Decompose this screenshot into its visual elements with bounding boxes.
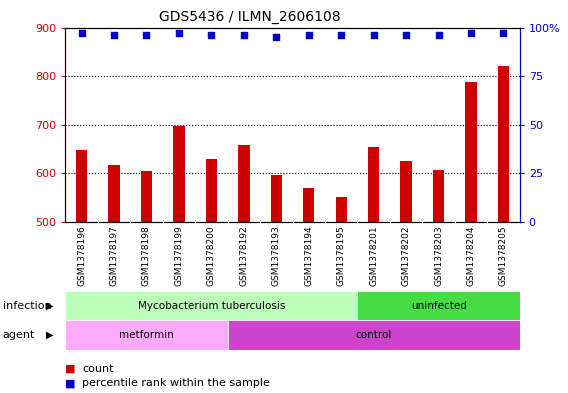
Text: percentile rank within the sample: percentile rank within the sample	[82, 378, 270, 388]
Point	[499, 30, 508, 37]
Text: control: control	[356, 330, 392, 340]
Text: GSM1378196: GSM1378196	[77, 226, 86, 286]
Text: GSM1378204: GSM1378204	[466, 226, 475, 286]
Text: GSM1378200: GSM1378200	[207, 226, 216, 286]
Bar	[303, 188, 315, 222]
Text: GSM1378202: GSM1378202	[402, 226, 411, 286]
Text: ▶: ▶	[47, 330, 54, 340]
Point	[466, 30, 475, 37]
Text: uninfected: uninfected	[411, 301, 466, 310]
Point	[369, 32, 378, 39]
Point	[142, 32, 151, 39]
Bar	[400, 161, 412, 222]
Bar	[108, 165, 120, 222]
Text: GSM1378199: GSM1378199	[174, 226, 183, 286]
Point	[174, 30, 183, 37]
Bar	[465, 83, 477, 222]
Bar	[357, 291, 520, 320]
Text: infection: infection	[3, 301, 52, 311]
Bar	[173, 126, 185, 222]
Bar	[270, 175, 282, 222]
Text: agent: agent	[3, 330, 35, 340]
Point	[110, 32, 119, 39]
Text: GSM1378201: GSM1378201	[369, 226, 378, 286]
Text: GSM1378193: GSM1378193	[272, 226, 281, 286]
Bar	[65, 291, 357, 320]
Text: GSM1378198: GSM1378198	[142, 226, 151, 286]
Text: count: count	[82, 364, 114, 374]
Point	[434, 32, 443, 39]
Text: GDS5436 / ILMN_2606108: GDS5436 / ILMN_2606108	[159, 10, 341, 24]
Text: ■: ■	[65, 378, 76, 388]
Text: GSM1378194: GSM1378194	[304, 226, 313, 286]
Bar	[336, 197, 347, 222]
Point	[77, 30, 86, 37]
Bar	[206, 159, 217, 222]
Text: Mycobacterium tuberculosis: Mycobacterium tuberculosis	[137, 301, 285, 310]
Text: GSM1378205: GSM1378205	[499, 226, 508, 286]
Point	[272, 34, 281, 40]
Text: metformin: metformin	[119, 330, 174, 340]
Bar	[368, 147, 379, 222]
Text: ▶: ▶	[47, 301, 54, 311]
Bar	[498, 66, 509, 222]
Point	[402, 32, 411, 39]
Point	[304, 32, 314, 39]
Point	[207, 32, 216, 39]
Text: GSM1378203: GSM1378203	[434, 226, 443, 286]
Bar	[433, 169, 444, 222]
Bar	[141, 171, 152, 222]
Bar	[65, 320, 228, 350]
Text: GSM1378195: GSM1378195	[337, 226, 346, 286]
Point	[337, 32, 346, 39]
Text: GSM1378197: GSM1378197	[110, 226, 119, 286]
Text: GSM1378192: GSM1378192	[239, 226, 248, 286]
Bar	[228, 320, 520, 350]
Point	[239, 32, 248, 39]
Text: ■: ■	[65, 364, 76, 374]
Bar	[238, 145, 249, 222]
Bar	[76, 150, 87, 222]
